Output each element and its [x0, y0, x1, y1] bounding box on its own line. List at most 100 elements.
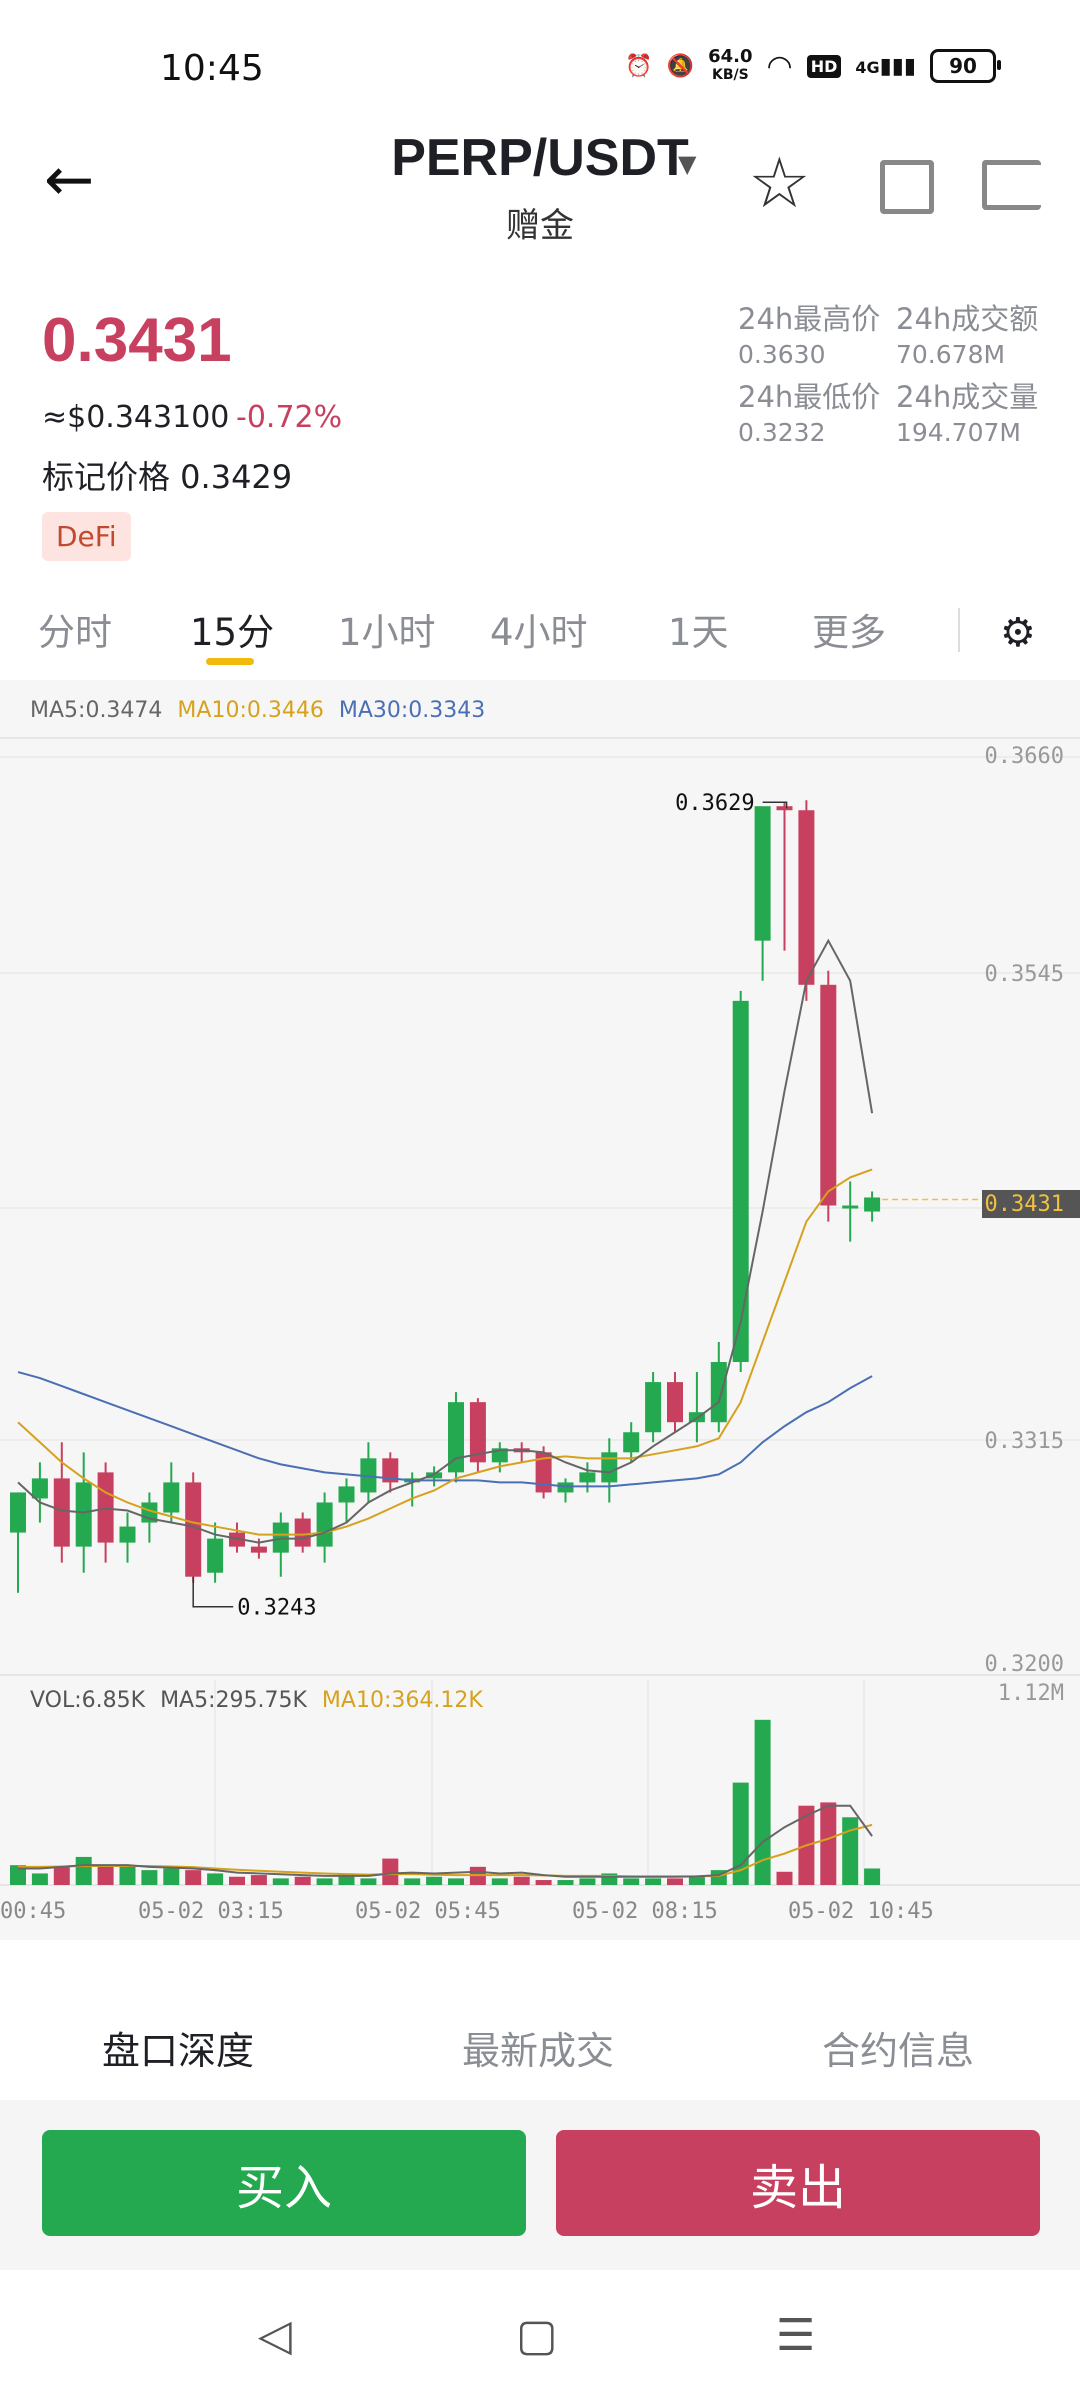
volume-bar [557, 1880, 574, 1885]
candle-body [250, 1546, 267, 1553]
sell-button[interactable]: 卖出 [556, 2130, 1040, 2236]
candle-body [776, 806, 793, 811]
ma5-line [17, 938, 874, 1544]
tab-4h[interactable]: 4小时 [490, 611, 588, 654]
ma30-line [17, 1371, 873, 1488]
candle-body [864, 1197, 881, 1212]
high-value: 0.3630 [738, 340, 826, 369]
vol-ma5-label: MA5:295.75K [160, 1688, 307, 1713]
x-tick-label: 05-02 08:15 [572, 1899, 718, 1924]
volume-bar [53, 1866, 70, 1885]
volume-bar [382, 1858, 399, 1885]
tab-latest-trades[interactable]: 最新成交 [462, 2029, 615, 2073]
candle-body [601, 1452, 618, 1483]
volume-bar [513, 1876, 530, 1885]
candle-body [623, 1432, 640, 1453]
volume-bar [316, 1878, 333, 1885]
candle-body [119, 1526, 136, 1543]
x-tick-label: 05-02 05:45 [355, 1899, 501, 1924]
volume-bar [31, 1873, 48, 1885]
tab-15m[interactable]: 15分 [190, 611, 275, 654]
kline-svg: 0.3660 0.3545 0.3431 0.3315 0.3200 0.3629 0.32… [0, 737, 1080, 1924]
candle-body [382, 1458, 399, 1483]
tab-1h[interactable]: 1小时 [338, 611, 436, 654]
candle-body [710, 1362, 727, 1423]
candle-body [842, 1205, 859, 1209]
volume-bar [645, 1878, 662, 1885]
volume-bar [207, 1873, 224, 1885]
volume-bar [185, 1870, 202, 1885]
tab-time-share[interactable]: 分时 [38, 611, 112, 654]
y-tick-label: 0.3660 [985, 744, 1064, 769]
vol-label: VOL:6.85K [30, 1688, 146, 1713]
candle-body [448, 1402, 464, 1473]
volume-bar [754, 1719, 771, 1885]
tab-contract-info[interactable]: 合约信息 [822, 2029, 975, 2073]
volume-bar [272, 1878, 289, 1885]
ma-legend: MA5:0.3474 MA10:0.3446 MA30:0.3343 [30, 698, 485, 723]
mark-price: 标记价格 0.3429 [42, 458, 293, 496]
low-marker-line [192, 1576, 234, 1608]
candle-body [820, 984, 837, 1206]
volume-bar [623, 1878, 640, 1885]
tab-more[interactable]: 更多 [812, 611, 886, 654]
x-tick-label: 05-02 10:45 [788, 1899, 934, 1924]
volume-bar [119, 1866, 136, 1885]
candle-body [469, 1402, 486, 1463]
home-square-icon[interactable]: ▢ [516, 2310, 558, 2361]
candle-body [163, 1482, 180, 1513]
tab-divider [958, 608, 960, 652]
volume-bar [141, 1870, 158, 1885]
candle-body [272, 1522, 289, 1553]
status-time: 10:45 [160, 48, 264, 89]
share-icon[interactable] [982, 160, 1041, 210]
kline-chart[interactable]: 0.3660 0.3545 0.3431 0.3315 0.3200 0.3629 0.32… [0, 680, 1080, 1940]
candle-body [754, 806, 771, 941]
candle-body [185, 1482, 202, 1577]
turnover-value: 70.678M [896, 340, 1006, 369]
back-triangle-icon[interactable]: ◁ [258, 2310, 292, 2361]
ma10-label: MA10:0.3446 [177, 698, 324, 723]
status-icons: ⏰ 🔕 64.0 KB/S ◠ HD 4G▮▮▮ 90 [625, 46, 1001, 84]
candle-body [798, 810, 815, 985]
star-icon[interactable]: ☆ [748, 142, 811, 224]
ma5-label: MA5:0.3474 [30, 698, 163, 723]
menu-icon[interactable]: ☰ [776, 2310, 816, 2361]
low-value: 0.3232 [738, 418, 826, 447]
arrow-left-icon[interactable]: ← [44, 145, 95, 215]
network-speed: 64.0 KB/S [708, 46, 753, 84]
volume-bar [842, 1817, 859, 1885]
hd-badge: HD [806, 54, 842, 78]
candle-body [294, 1518, 311, 1547]
wifi-icon: ◠ [766, 48, 793, 84]
gear-icon[interactable]: ⚙ [1000, 610, 1036, 656]
vol-legend: VOL:6.85K MA5:295.75K MA10:364.12K [30, 1688, 483, 1713]
candle-body [338, 1486, 355, 1503]
candle-body [732, 1000, 749, 1363]
volume-bar [776, 1871, 793, 1885]
buy-button[interactable]: 买入 [42, 2130, 526, 2236]
ma30-label: MA30:0.3343 [338, 698, 486, 723]
volume-bar [229, 1876, 245, 1885]
tab-1d[interactable]: 1天 [668, 611, 729, 654]
volume-bar [601, 1873, 618, 1885]
volume-bar [820, 1802, 837, 1885]
defi-tag[interactable]: DeFi [42, 512, 131, 561]
vol-ma10-label: MA10:364.12K [321, 1688, 483, 1713]
candle-body [667, 1382, 683, 1423]
volume-bar [360, 1878, 377, 1885]
caret-down-icon[interactable]: ▼ [678, 150, 697, 178]
pair-title[interactable]: PERP/USDT [391, 129, 689, 187]
battery-icon: 90 [930, 49, 1001, 83]
current-price-tag: 0.3431 [985, 1192, 1064, 1217]
candle-body [316, 1502, 333, 1547]
x-tick-label: 05-02 03:15 [138, 1899, 284, 1924]
active-tab-indicator [206, 658, 254, 665]
volume-bar [10, 1865, 26, 1885]
last-price: 0.3431 [42, 306, 232, 375]
volume-bar [667, 1878, 683, 1885]
tab-order-book[interactable]: 盘口深度 [102, 2029, 255, 2073]
expand-icon[interactable] [880, 160, 934, 214]
high-marker-label: 0.3629 [675, 791, 754, 816]
low-marker-label: 0.3243 [237, 1596, 316, 1621]
